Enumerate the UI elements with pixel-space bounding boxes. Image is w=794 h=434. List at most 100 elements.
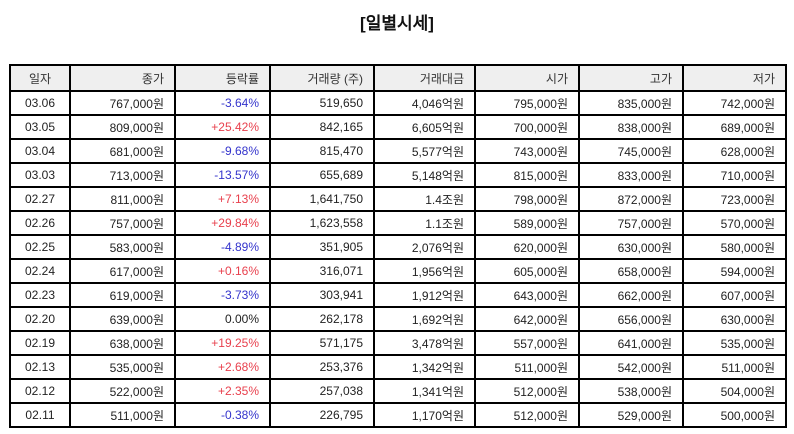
cell-change: -9.68% xyxy=(174,138,271,164)
cell-volume: 253,376 xyxy=(269,354,375,380)
cell-close: 811,000원 xyxy=(69,186,176,212)
cell-high: 542,000원 xyxy=(578,354,684,380)
cell-date: 03.05 xyxy=(9,114,71,140)
cell-value: 1,341억원 xyxy=(373,378,476,404)
col-header-high: 고가 xyxy=(578,64,684,92)
table-header: 일자 종가 등락률 거래량 (주) 거래대금 시가 고가 저가 xyxy=(9,64,787,92)
cell-open: 557,000원 xyxy=(474,330,580,356)
table-row: 02.23 619,000원 -3.73% 303,941 1,912억원 643,000… xyxy=(9,282,787,308)
table-row: 02.20 639,000원 0.00% 262,178 1,692억원 642,000원… xyxy=(9,306,787,332)
cell-volume: 571,175 xyxy=(269,330,375,356)
cell-change: +19.25% xyxy=(174,330,271,356)
cell-close: 713,000원 xyxy=(69,162,176,188)
table-row: 02.12 522,000원 +2.35% 257,038 1,341억원 512,000… xyxy=(9,378,787,404)
cell-volume: 655,689 xyxy=(269,162,375,188)
cell-value: 5,148억원 xyxy=(373,162,476,188)
cell-low: 723,000원 xyxy=(682,186,787,212)
cell-open: 798,000원 xyxy=(474,186,580,212)
daily-price-table: 일자 종가 등락률 거래량 (주) 거래대금 시가 고가 저가 03.06 767,000원 -3… xyxy=(9,64,787,428)
cell-low: 580,000원 xyxy=(682,234,787,260)
cell-volume: 1,641,750 xyxy=(269,186,375,212)
cell-close: 522,000원 xyxy=(69,378,176,404)
table-row: 02.13 535,000원 +2.68% 253,376 1,342억원 511,000… xyxy=(9,354,787,380)
cell-close: 619,000원 xyxy=(69,282,176,308)
cell-date: 02.11 xyxy=(9,402,71,428)
cell-close: 535,000원 xyxy=(69,354,176,380)
cell-high: 662,000원 xyxy=(578,282,684,308)
cell-high: 641,000원 xyxy=(578,330,684,356)
col-header-value: 거래대금 xyxy=(373,64,476,92)
cell-change: +2.68% xyxy=(174,354,271,380)
table-row: 03.03 713,000원 -13.57% 655,689 5,148억원 815,00… xyxy=(9,162,787,188)
cell-low: 535,000원 xyxy=(682,330,787,356)
cell-close: 617,000원 xyxy=(69,258,176,284)
table-header-row: 일자 종가 등락률 거래량 (주) 거래대금 시가 고가 저가 xyxy=(9,64,787,92)
cell-low: 710,000원 xyxy=(682,162,787,188)
cell-volume: 316,071 xyxy=(269,258,375,284)
table-row: 03.04 681,000원 -9.68% 815,470 5,577억원 743,000… xyxy=(9,138,787,164)
cell-open: 643,000원 xyxy=(474,282,580,308)
cell-open: 605,000원 xyxy=(474,258,580,284)
cell-open: 642,000원 xyxy=(474,306,580,332)
col-header-change: 등락률 xyxy=(174,64,271,92)
cell-high: 838,000원 xyxy=(578,114,684,140)
cell-date: 03.03 xyxy=(9,162,71,188)
table-row: 02.26 757,000원 +29.84% 1,623,558 1.1조원 589,00… xyxy=(9,210,787,236)
cell-volume: 226,795 xyxy=(269,402,375,428)
table-body: 03.06 767,000원 -3.64% 519,650 4,046억원 795,000… xyxy=(9,90,787,428)
cell-open: 620,000원 xyxy=(474,234,580,260)
cell-date: 02.24 xyxy=(9,258,71,284)
cell-volume: 815,470 xyxy=(269,138,375,164)
cell-close: 681,000원 xyxy=(69,138,176,164)
cell-close: 809,000원 xyxy=(69,114,176,140)
cell-date: 02.13 xyxy=(9,354,71,380)
cell-low: 500,000원 xyxy=(682,402,787,428)
cell-change: +29.84% xyxy=(174,210,271,236)
cell-volume: 519,650 xyxy=(269,90,375,116)
cell-low: 504,000원 xyxy=(682,378,787,404)
cell-open: 589,000원 xyxy=(474,210,580,236)
cell-value: 1,956억원 xyxy=(373,258,476,284)
cell-date: 02.27 xyxy=(9,186,71,212)
cell-low: 594,000원 xyxy=(682,258,787,284)
cell-close: 511,000원 xyxy=(69,402,176,428)
col-header-date: 일자 xyxy=(9,64,71,92)
col-header-low: 저가 xyxy=(682,64,787,92)
cell-date: 03.04 xyxy=(9,138,71,164)
cell-low: 742,000원 xyxy=(682,90,787,116)
cell-change: +7.13% xyxy=(174,186,271,212)
cell-change: 0.00% xyxy=(174,306,271,332)
cell-volume: 1,623,558 xyxy=(269,210,375,236)
cell-low: 570,000원 xyxy=(682,210,787,236)
cell-date: 03.06 xyxy=(9,90,71,116)
cell-date: 02.25 xyxy=(9,234,71,260)
cell-value: 1,692억원 xyxy=(373,306,476,332)
cell-date: 02.20 xyxy=(9,306,71,332)
cell-volume: 351,905 xyxy=(269,234,375,260)
cell-value: 1.4조원 xyxy=(373,186,476,212)
cell-high: 872,000원 xyxy=(578,186,684,212)
table-row: 03.06 767,000원 -3.64% 519,650 4,046억원 795,000… xyxy=(9,90,787,116)
cell-open: 512,000원 xyxy=(474,402,580,428)
daily-price-page: [일별시세] 일자 종가 등락률 거래량 (주) 거래대금 시가 고가 저가 03.06 767… xyxy=(0,9,794,428)
cell-date: 02.19 xyxy=(9,330,71,356)
cell-high: 658,000원 xyxy=(578,258,684,284)
cell-value: 3,478억원 xyxy=(373,330,476,356)
table-row: 02.11 511,000원 -0.38% 226,795 1,170억원 512,000… xyxy=(9,402,787,428)
cell-low: 630,000원 xyxy=(682,306,787,332)
col-header-close: 종가 xyxy=(69,64,176,92)
cell-high: 835,000원 xyxy=(578,90,684,116)
cell-close: 638,000원 xyxy=(69,330,176,356)
cell-low: 511,000원 xyxy=(682,354,787,380)
cell-volume: 262,178 xyxy=(269,306,375,332)
cell-low: 607,000원 xyxy=(682,282,787,308)
page-title: [일별시세] xyxy=(360,14,434,33)
cell-value: 6,605억원 xyxy=(373,114,476,140)
table-row: 02.27 811,000원 +7.13% 1,641,750 1.4조원 798,000… xyxy=(9,186,787,212)
cell-low: 689,000원 xyxy=(682,114,787,140)
cell-open: 512,000원 xyxy=(474,378,580,404)
cell-volume: 842,165 xyxy=(269,114,375,140)
cell-value: 5,577억원 xyxy=(373,138,476,164)
cell-high: 630,000원 xyxy=(578,234,684,260)
cell-date: 02.26 xyxy=(9,210,71,236)
